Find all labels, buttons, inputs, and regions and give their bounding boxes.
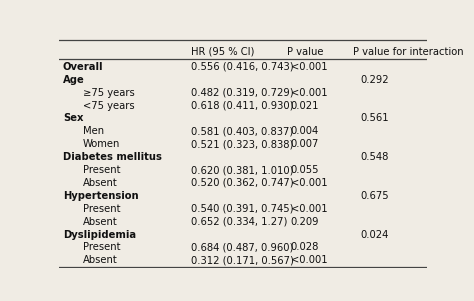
Text: 0.581 (0.403, 0.837): 0.581 (0.403, 0.837) xyxy=(191,126,294,136)
Text: <0.001: <0.001 xyxy=(291,255,328,265)
Text: 0.620 (0.381, 1.010): 0.620 (0.381, 1.010) xyxy=(191,165,294,175)
Text: 0.028: 0.028 xyxy=(291,242,319,253)
Text: 0.684 (0.487, 0.960): 0.684 (0.487, 0.960) xyxy=(191,242,294,253)
Text: 0.618 (0.411, 0.930): 0.618 (0.411, 0.930) xyxy=(191,101,294,110)
Text: 0.520 (0.362, 0.747): 0.520 (0.362, 0.747) xyxy=(191,178,294,188)
Text: Absent: Absent xyxy=(83,178,118,188)
Text: <0.001: <0.001 xyxy=(291,62,328,72)
Text: HR (95 % CI): HR (95 % CI) xyxy=(191,47,255,57)
Text: Men: Men xyxy=(83,126,104,136)
Text: Present: Present xyxy=(83,242,120,253)
Text: P value for interaction: P value for interaction xyxy=(353,47,464,57)
Text: Absent: Absent xyxy=(83,255,118,265)
Text: 0.482 (0.319, 0.729): 0.482 (0.319, 0.729) xyxy=(191,88,294,98)
Text: Present: Present xyxy=(83,204,120,214)
Text: 0.021: 0.021 xyxy=(291,101,319,110)
Text: 0.548: 0.548 xyxy=(360,152,389,162)
Text: 0.055: 0.055 xyxy=(291,165,319,175)
Text: <75 years: <75 years xyxy=(83,101,135,110)
Text: Women: Women xyxy=(83,139,120,149)
Text: 0.312 (0.171, 0.567): 0.312 (0.171, 0.567) xyxy=(191,255,294,265)
Text: <0.001: <0.001 xyxy=(291,204,328,214)
Text: Hypertension: Hypertension xyxy=(63,191,138,201)
Text: 0.675: 0.675 xyxy=(360,191,389,201)
Text: 0.007: 0.007 xyxy=(291,139,319,149)
Text: 0.561: 0.561 xyxy=(360,113,389,123)
Text: P value: P value xyxy=(287,47,324,57)
Text: 0.521 (0.323, 0.838): 0.521 (0.323, 0.838) xyxy=(191,139,294,149)
Text: 0.556 (0.416, 0.743): 0.556 (0.416, 0.743) xyxy=(191,62,294,72)
Text: 0.540 (0.391, 0.745): 0.540 (0.391, 0.745) xyxy=(191,204,294,214)
Text: Diabetes mellitus: Diabetes mellitus xyxy=(63,152,162,162)
Text: 0.209: 0.209 xyxy=(291,217,319,227)
Text: <0.001: <0.001 xyxy=(291,178,328,188)
Text: Sex: Sex xyxy=(63,113,83,123)
Text: Present: Present xyxy=(83,165,120,175)
Text: Dyslipidemia: Dyslipidemia xyxy=(63,229,136,240)
Text: ≥75 years: ≥75 years xyxy=(83,88,135,98)
Text: 0.652 (0.334, 1.27): 0.652 (0.334, 1.27) xyxy=(191,217,288,227)
Text: Overall: Overall xyxy=(63,62,103,72)
Text: Age: Age xyxy=(63,75,85,85)
Text: <0.001: <0.001 xyxy=(291,88,328,98)
Text: Absent: Absent xyxy=(83,217,118,227)
Text: 0.292: 0.292 xyxy=(360,75,389,85)
Text: 0.024: 0.024 xyxy=(360,229,389,240)
Text: 0.004: 0.004 xyxy=(291,126,319,136)
